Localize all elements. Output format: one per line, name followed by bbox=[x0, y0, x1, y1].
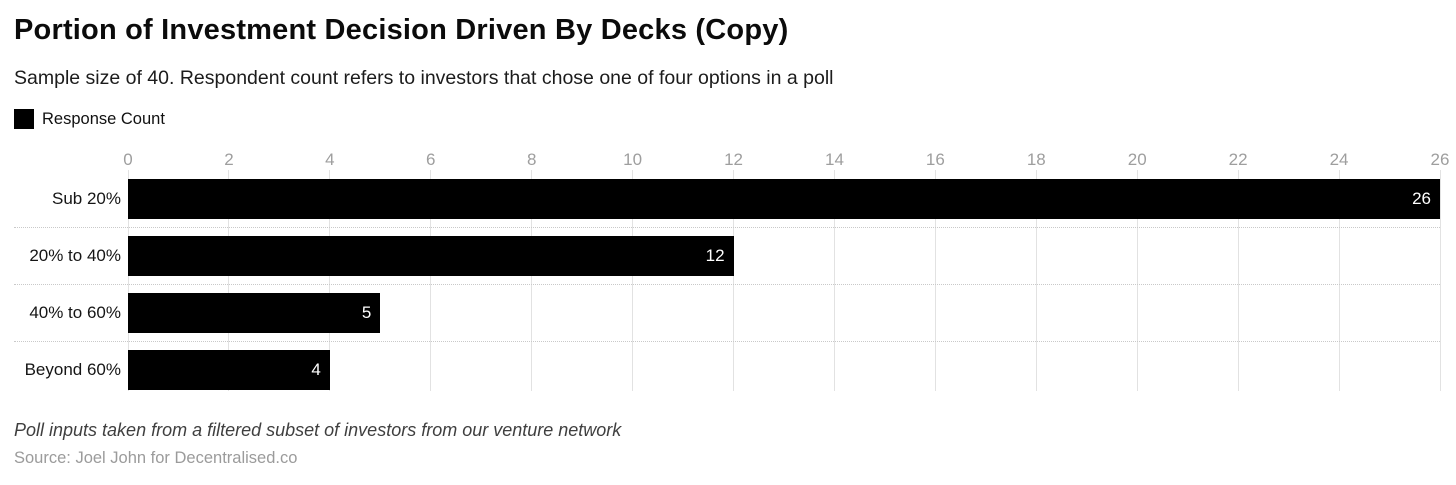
gridline bbox=[531, 170, 533, 391]
gridline bbox=[1136, 170, 1138, 391]
row-separator bbox=[14, 284, 1440, 285]
y-axis-label: 40% to 60% bbox=[29, 303, 121, 322]
bar-value-label: 5 bbox=[361, 302, 372, 322]
y-axis-label: Beyond 60% bbox=[24, 360, 121, 379]
y-axis-label: Sub 20% bbox=[52, 189, 121, 208]
plot-area: 26 12 5 4 bbox=[14, 170, 1441, 398]
x-tick-label: 20 bbox=[1127, 150, 1147, 169]
gridline bbox=[1338, 170, 1340, 391]
x-tick-label: 4 bbox=[325, 150, 335, 169]
gridline bbox=[733, 170, 735, 391]
x-tick-label: 16 bbox=[925, 150, 945, 169]
chart-row: 5 bbox=[128, 284, 1440, 341]
row-separator bbox=[14, 341, 1440, 342]
x-tick-label: 0 bbox=[123, 150, 133, 169]
gridline bbox=[632, 170, 634, 391]
x-axis: 0 2 4 6 8 10 12 14 16 18 20 22 24 26 bbox=[123, 150, 1449, 170]
legend-swatch-icon bbox=[14, 109, 34, 129]
gridline bbox=[934, 170, 936, 391]
gridline bbox=[1237, 170, 1239, 391]
x-tick-label: 8 bbox=[526, 150, 537, 169]
x-tick-label: 6 bbox=[426, 150, 436, 169]
gridline bbox=[329, 170, 331, 391]
bar: 26 bbox=[128, 178, 1440, 219]
bar-value-label: 12 bbox=[705, 245, 725, 265]
gridline bbox=[127, 170, 129, 391]
x-tick-label: 14 bbox=[824, 150, 844, 169]
x-tick-label: 24 bbox=[1329, 150, 1349, 169]
x-tick-label: 18 bbox=[1026, 150, 1046, 169]
gridline bbox=[1035, 170, 1037, 391]
x-tick-label: 2 bbox=[224, 150, 234, 169]
chart-row: 26 bbox=[128, 170, 1440, 227]
gridline bbox=[1439, 170, 1441, 391]
y-axis: Sub 20% 20% to 40% 40% to 60% Beyond 60% bbox=[0, 170, 121, 398]
bar: 5 bbox=[128, 292, 381, 333]
x-tick-label: 22 bbox=[1228, 150, 1248, 169]
bar-value-label: 26 bbox=[1412, 188, 1431, 208]
row-separator bbox=[14, 227, 1440, 228]
gridline bbox=[228, 170, 230, 391]
x-tick-label: 12 bbox=[724, 150, 743, 169]
chart-row: 12 bbox=[128, 227, 1440, 284]
bar-value-label: 4 bbox=[311, 359, 321, 379]
gridline bbox=[430, 170, 432, 391]
legend: Response Count bbox=[14, 109, 165, 129]
chart-subtitle: Sample size of 40. Respondent count refe… bbox=[14, 67, 834, 89]
x-tick-label: 26 bbox=[1430, 150, 1450, 169]
chart-row: 4 bbox=[128, 341, 1440, 398]
chart-note: Poll inputs taken from a filtered subset… bbox=[14, 420, 622, 440]
bar-chart: 0 2 4 6 8 10 12 14 16 18 20 22 24 26 Sub 20% 20% to 40… bbox=[0, 145, 1456, 400]
chart-source: Source: Joel John for Decentralised.co bbox=[14, 449, 298, 467]
legend-label: Response Count bbox=[42, 109, 165, 128]
bar: 4 bbox=[128, 349, 330, 390]
chart-title: Portion of Investment Decision Driven By… bbox=[14, 14, 789, 46]
bar: 12 bbox=[128, 235, 734, 276]
x-tick-label: 10 bbox=[623, 150, 643, 169]
gridline bbox=[833, 170, 835, 391]
y-axis-label: 20% to 40% bbox=[29, 246, 121, 265]
